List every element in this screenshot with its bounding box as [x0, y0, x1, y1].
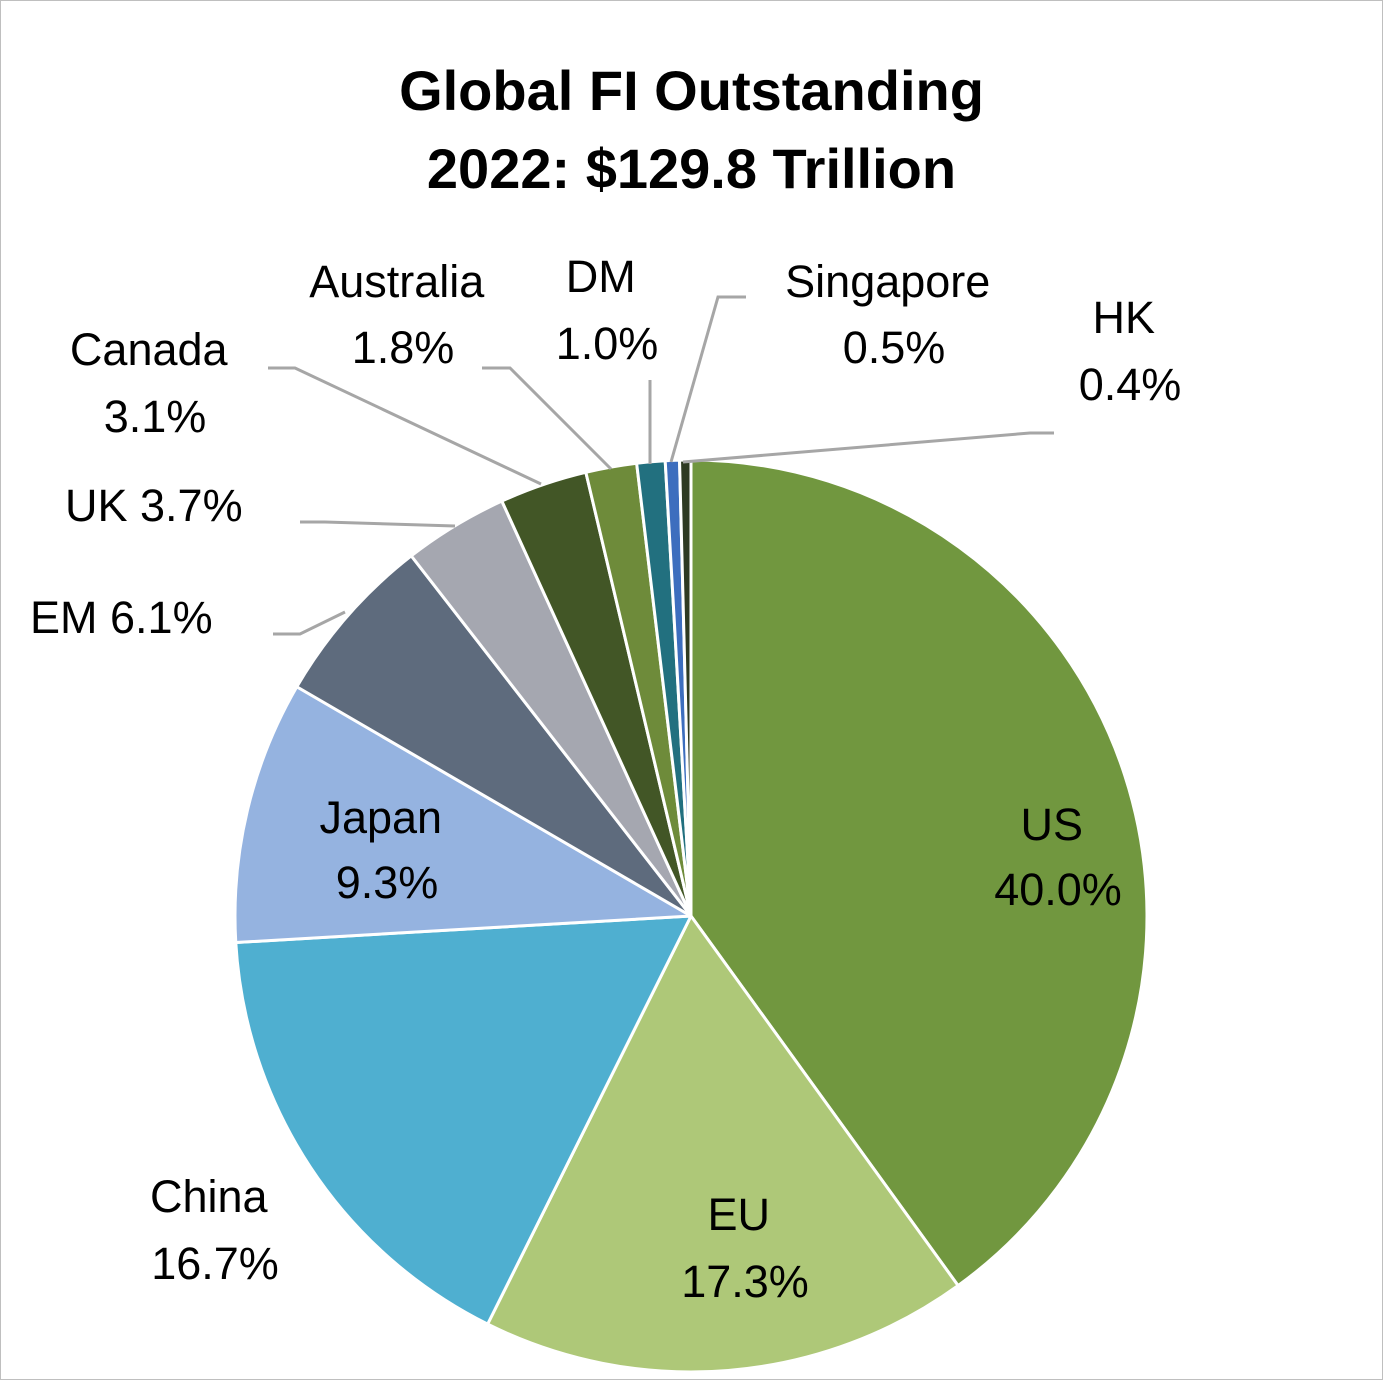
data-label-australia: Australia 1.8%	[309, 256, 497, 373]
leader-line-singapore	[669, 295, 746, 463]
data-label-dm: DM 1.0%	[556, 251, 659, 369]
leader-lines	[268, 295, 1054, 636]
chart-title-line-2: 2022: $129.8 Trillion	[426, 137, 957, 200]
pie-slice-us	[689, 458, 1149, 1288]
pie-slice-japan	[233, 685, 693, 945]
leader-line-uk	[300, 520, 456, 528]
leader-line-australia	[482, 366, 613, 471]
pie-slice-china	[234, 914, 693, 1326]
data-label-canada: Canada 3.1%	[70, 324, 240, 442]
data-label-japan: Japan 9.3%	[319, 792, 454, 908]
chart-title: Global FI Outstanding 2022: $129.8 Trill…	[0, 52, 1383, 208]
data-label-em: EM 6.1%	[30, 592, 213, 643]
leader-line-canada	[268, 366, 542, 486]
data-label-uk: UK 3.7%	[65, 480, 243, 531]
pie-slices	[233, 458, 1149, 1374]
data-label-hk: HK 0.4%	[1079, 292, 1182, 410]
data-label-singapore: Singapore 0.5%	[785, 256, 1003, 373]
chart-title-line-1: Global FI Outstanding	[399, 59, 984, 122]
pie-slice-em	[295, 554, 693, 918]
leader-line-hk	[682, 431, 1054, 464]
data-label-china: China 16.7%	[150, 1171, 280, 1289]
leader-line-em	[273, 610, 346, 636]
data-labels: US 40.0% EU 17.3% China 16.7% Japan 9.3%…	[30, 251, 1181, 1307]
pie-slice-eu	[486, 914, 960, 1374]
data-label-eu: EU 17.3%	[681, 1189, 809, 1307]
data-label-us: US 40.0%	[994, 799, 1122, 915]
